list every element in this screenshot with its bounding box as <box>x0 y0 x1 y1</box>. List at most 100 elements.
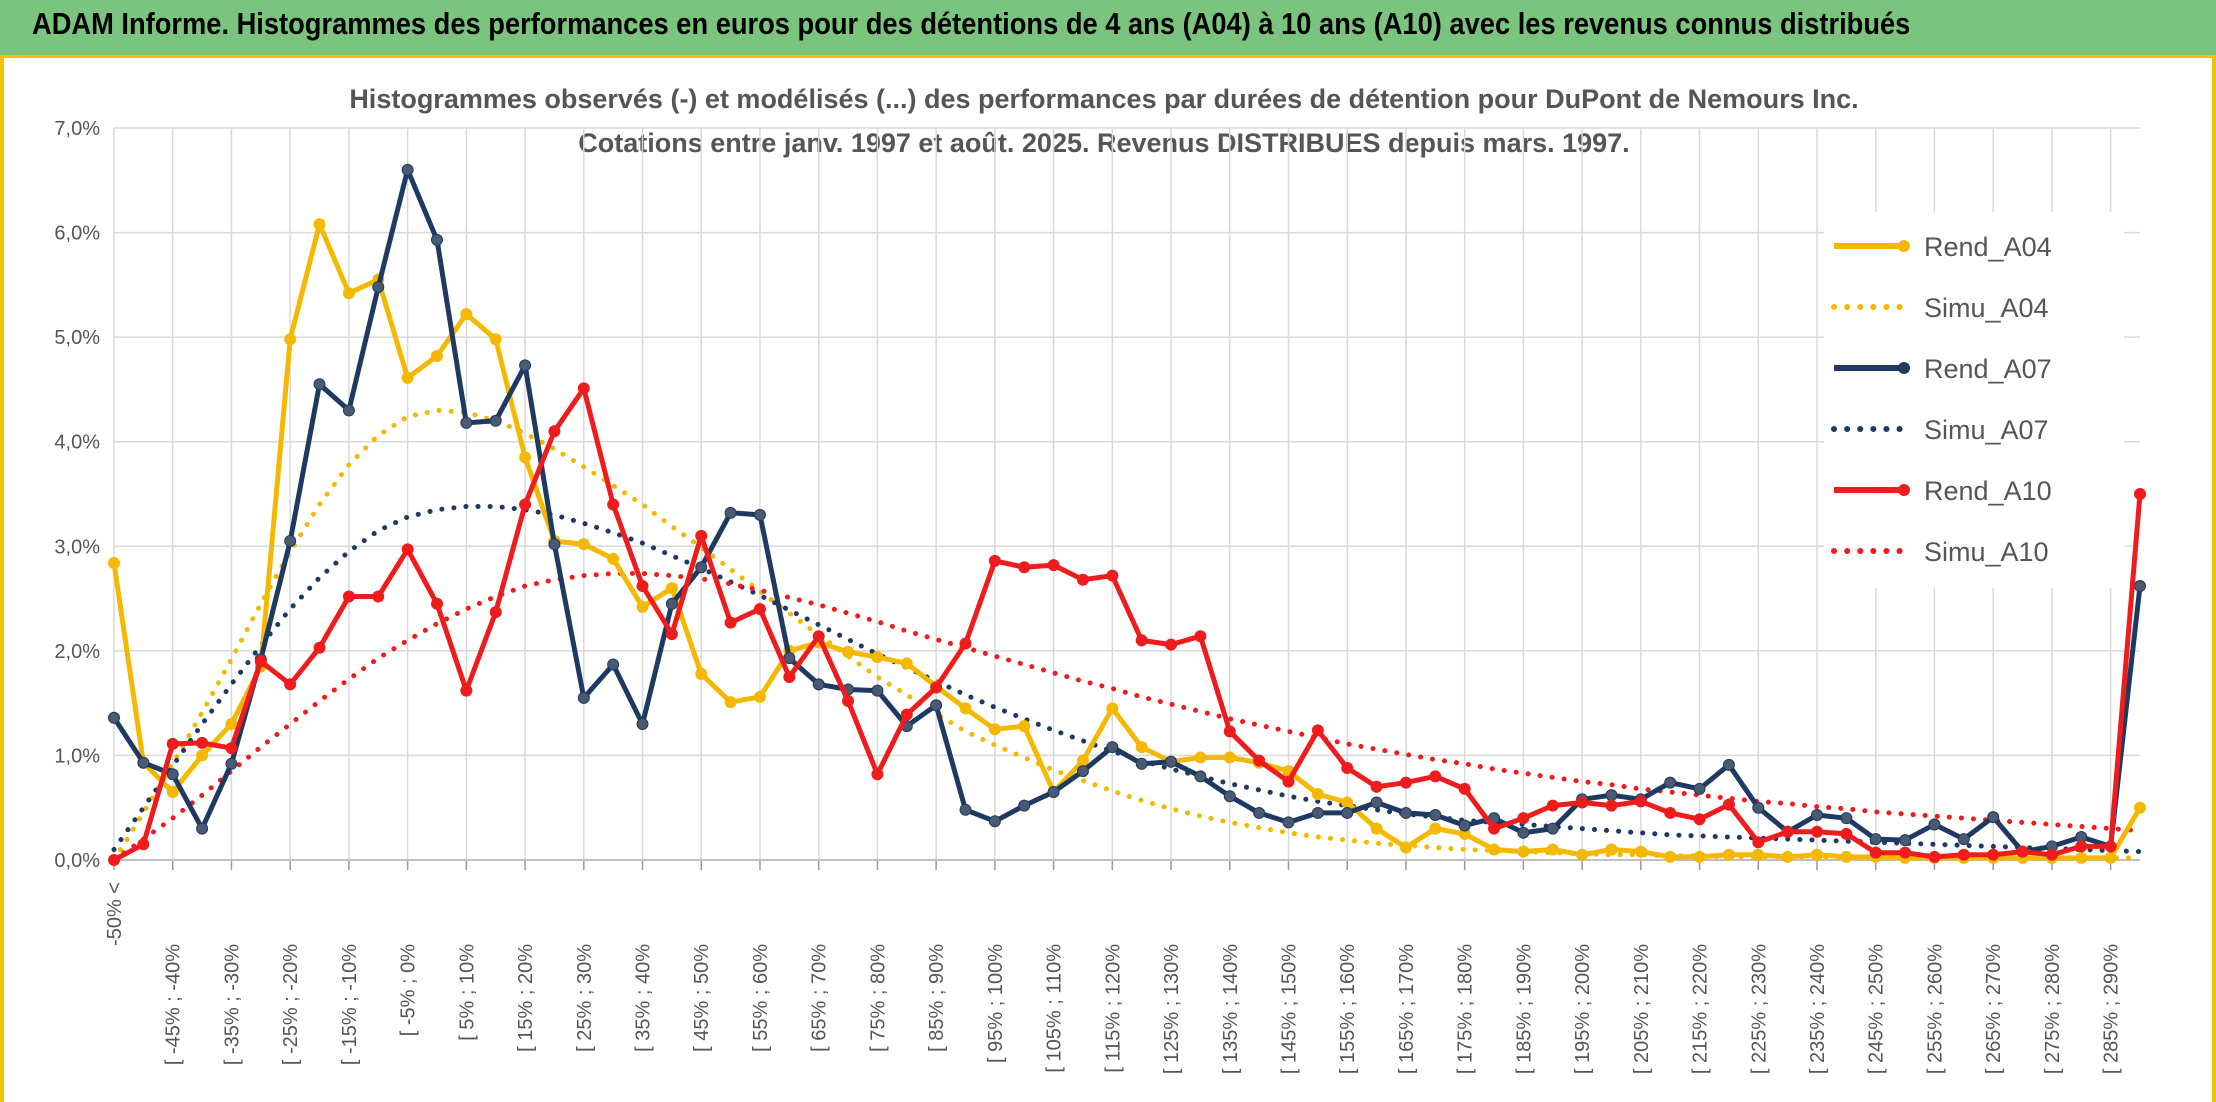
data-point-rend-a07 <box>1047 786 1060 799</box>
data-point-rend-a10 <box>1488 822 1501 835</box>
x-tick-label: [ 45% ; 50% <box>691 944 713 1052</box>
data-point-rend-a07 <box>1987 811 2000 824</box>
data-point-rend-a07 <box>1869 833 1882 846</box>
data-point-rend-a04 <box>1811 848 1824 861</box>
y-tick-label: 6,0% <box>54 223 100 245</box>
x-tick-label: [ 275% ; 280% <box>2042 944 2064 1074</box>
data-point-rend-a07 <box>137 756 150 769</box>
data-point-rend-a10 <box>225 742 238 755</box>
data-point-rend-a10 <box>1869 846 1882 859</box>
data-point-rend-a10 <box>1458 782 1471 795</box>
x-tick-label: [ 65% ; 70% <box>809 944 831 1052</box>
data-point-rend-a04 <box>196 749 209 762</box>
data-point-rend-a07 <box>1957 833 1970 846</box>
data-point-rend-a07 <box>1311 806 1324 819</box>
data-point-rend-a10 <box>636 580 649 593</box>
data-point-rend-a10 <box>1135 634 1148 647</box>
report-title: ADAM Informe. Histogrammes des performan… <box>32 6 1911 41</box>
legend-box <box>1824 212 2124 588</box>
x-tick-label: [ 165% ; 170% <box>1396 944 1418 1074</box>
data-point-rend-a10 <box>1576 796 1589 809</box>
series-line-rend-a10 <box>112 385 2143 863</box>
data-point-rend-a07 <box>1165 755 1178 768</box>
data-point-rend-a07 <box>1341 806 1354 819</box>
x-tick-label: [ 175% ; 180% <box>1455 944 1477 1074</box>
data-point-rend-a10 <box>108 854 120 866</box>
y-tick-label: 7,0% <box>54 118 100 140</box>
data-point-rend-a04 <box>1664 850 1677 863</box>
report-banner: ADAM Informe. Histogrammes des performan… <box>0 0 2216 58</box>
data-point-rend-a10 <box>2075 840 2088 853</box>
chart-canvas: Histogrammes observés (-) et modélisés (… <box>54 84 2146 1074</box>
data-point-rend-a04 <box>2104 851 2117 864</box>
data-point-rend-a10 <box>401 543 414 556</box>
data-point-rend-a07 <box>577 691 590 704</box>
legend-label: Rend_A04 <box>1924 232 2052 262</box>
data-point-rend-a10 <box>1899 846 1912 859</box>
x-tick-label: [ 225% ; 230% <box>1748 944 1770 1074</box>
data-point-rend-a07 <box>519 359 532 372</box>
legend-label: Rend_A07 <box>1924 354 2052 384</box>
data-point-rend-a04 <box>1135 741 1148 754</box>
x-tick-label: [ 105% ; 110% <box>1044 944 1066 1073</box>
data-point-rend-a04 <box>2075 851 2088 864</box>
data-point-rend-a04 <box>1106 702 1119 715</box>
chart-area: Histogrammes observés (-) et modélisés (… <box>0 58 2216 1102</box>
data-point-rend-a07 <box>2134 580 2146 593</box>
data-point-rend-a04 <box>1781 850 1794 863</box>
data-point-rend-a07 <box>284 535 297 548</box>
data-point-rend-a10 <box>548 425 561 438</box>
data-point-rend-a10 <box>812 630 825 643</box>
data-point-rend-a10 <box>2104 840 2117 853</box>
data-point-rend-a07 <box>1546 822 1559 835</box>
data-point-rend-a07 <box>1605 789 1618 802</box>
series-line-simu-a10 <box>111 571 2143 863</box>
data-point-rend-a10 <box>871 768 884 781</box>
x-tick-label: [ 115% ; 120% <box>1102 944 1124 1073</box>
x-tick-label: [ 85% ; 90% <box>926 944 948 1052</box>
legend-marker <box>1898 484 1910 496</box>
x-tick-label: [ 135% ; 140% <box>1220 944 1242 1074</box>
data-point-rend-a04 <box>401 371 414 384</box>
data-point-rend-a10 <box>900 708 913 721</box>
data-point-rend-a07 <box>460 416 473 429</box>
y-tick-label: 5,0% <box>54 327 100 349</box>
data-point-rend-a10 <box>1781 825 1794 838</box>
data-point-rend-a04 <box>284 333 297 346</box>
data-point-rend-a04 <box>1018 720 1031 733</box>
data-point-rend-a07 <box>1282 816 1295 829</box>
legend-label: Rend_A10 <box>1924 476 2052 506</box>
data-point-rend-a10 <box>1253 754 1266 767</box>
x-tick-label: [ 125% ; 130% <box>1161 944 1183 1074</box>
data-point-rend-a04 <box>1546 843 1559 856</box>
y-tick-label: 3,0% <box>54 536 100 558</box>
data-point-rend-a10 <box>2045 848 2058 861</box>
x-tick-label: [ 95% ; 100% <box>985 944 1007 1063</box>
data-point-rend-a04 <box>1223 751 1236 764</box>
data-point-rend-a10 <box>1752 836 1765 849</box>
data-point-rend-a10 <box>1311 724 1324 737</box>
x-tick-label: [ 235% ; 240% <box>1807 944 1829 1074</box>
data-point-rend-a10 <box>724 616 737 629</box>
data-point-rend-a04 <box>900 657 913 670</box>
chart-title: Histogrammes observés (-) et modélisés (… <box>349 84 1858 114</box>
data-point-rend-a07 <box>988 815 1001 828</box>
x-tick-label: [ 55% ; 60% <box>750 944 772 1052</box>
data-point-rend-a07 <box>930 699 943 712</box>
data-point-rend-a04 <box>871 651 884 664</box>
data-point-rend-a04 <box>753 690 766 703</box>
data-point-rend-a04 <box>665 582 678 595</box>
data-point-rend-a07 <box>548 538 561 551</box>
data-point-rend-a04 <box>1370 822 1383 835</box>
data-point-rend-a04 <box>313 218 326 231</box>
data-point-rend-a04 <box>988 723 1001 736</box>
data-point-rend-a07 <box>342 404 355 417</box>
data-point-rend-a10 <box>1517 812 1530 825</box>
data-point-rend-a10 <box>1370 780 1383 793</box>
data-point-rend-a10 <box>342 590 355 603</box>
data-point-rend-a10 <box>1811 825 1824 838</box>
data-point-rend-a10 <box>1605 799 1618 812</box>
legend-label: Simu_A10 <box>1924 537 2049 567</box>
data-point-rend-a10 <box>1194 630 1207 643</box>
